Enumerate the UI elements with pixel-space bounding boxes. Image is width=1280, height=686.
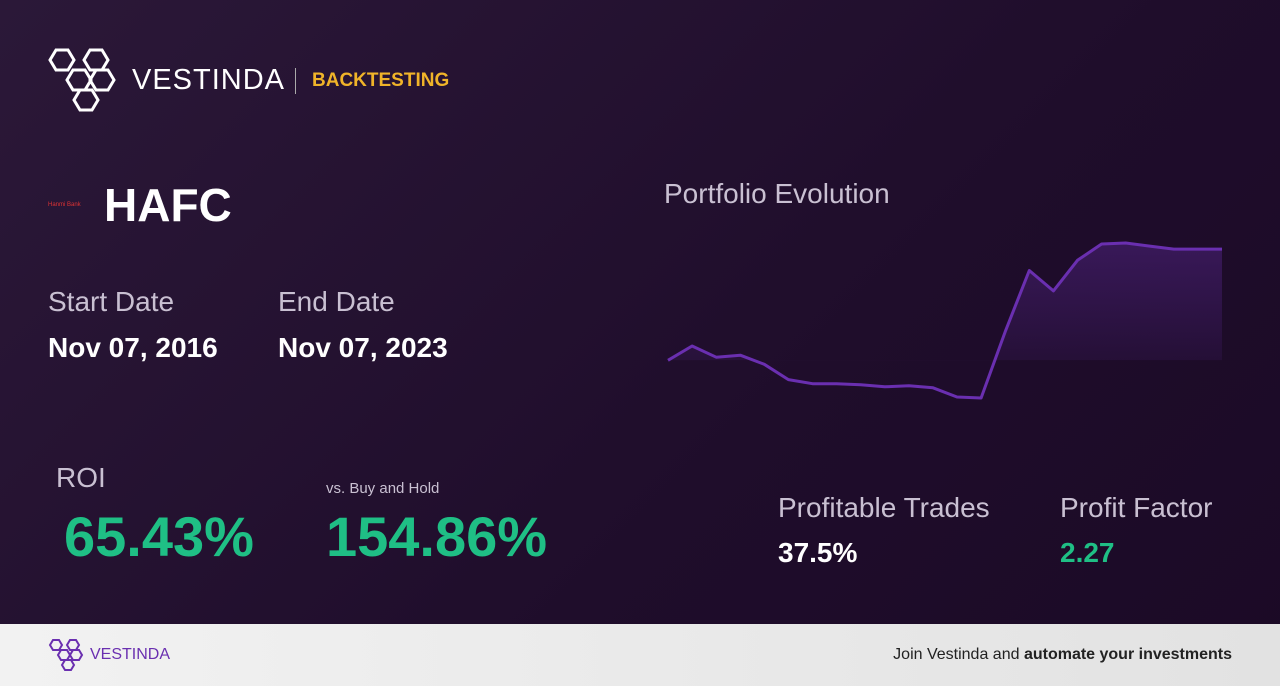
end-date: Nov 07, 2023 — [278, 332, 448, 363]
footer-brand: VESTINDA — [90, 646, 171, 663]
stock-logo: Hanmi Bank — [48, 202, 81, 208]
footer: VESTINDA Join Vestinda and automate your… — [0, 624, 1280, 686]
footer-cta: Join Vestinda and automate your investme… — [893, 646, 1232, 664]
roi-value: 65.43% — [64, 505, 254, 568]
footer-logo — [48, 639, 84, 671]
area — [668, 243, 1222, 361]
start-date: Nov 07, 2016 — [48, 332, 218, 363]
line — [667, 241, 1222, 400]
factor-label: Profit Factor — [1060, 492, 1213, 523]
trades-label: Profitable Trades — [778, 492, 990, 523]
vs-label: vs. Buy and Hold — [326, 480, 440, 497]
vs-value: 154.86% — [326, 505, 548, 568]
roi-label: ROI — [56, 462, 106, 493]
brand-name: VESTINDA — [132, 64, 286, 96]
ticker: HAFC — [104, 179, 232, 231]
start-label: Start Date — [48, 286, 175, 317]
divider — [295, 68, 296, 94]
chart-title: Portfolio Evolution — [664, 178, 890, 209]
end-label: End Date — [278, 286, 395, 317]
brand-logo — [48, 48, 116, 112]
cta-text: Join Vestinda and — [893, 646, 1024, 663]
cta-bold: automate your investments — [1023, 646, 1232, 663]
trades-value: 37.5% — [778, 537, 858, 568]
factor-value: 2.27 — [1060, 537, 1115, 568]
section-name: BACKTESTING — [312, 70, 450, 91]
